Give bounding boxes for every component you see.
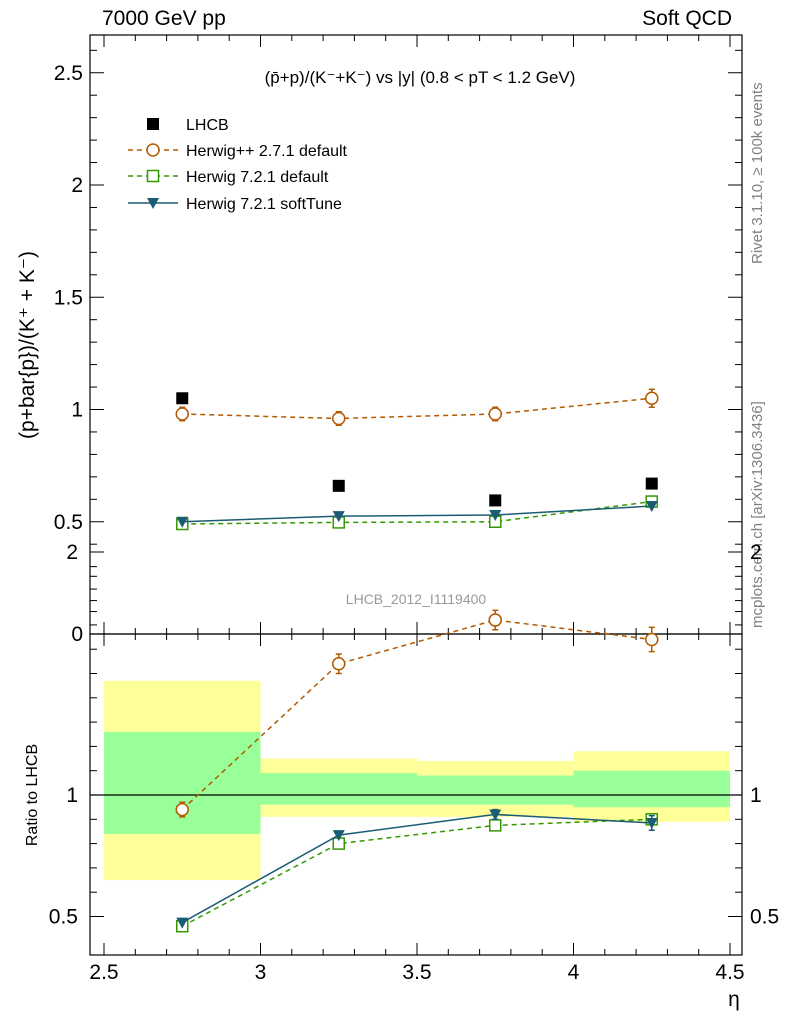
herwigpp-271-main-point [332, 411, 346, 426]
x-tick-label: 4.5 [715, 961, 744, 984]
y-tick-label: 2 [71, 174, 83, 197]
header-left: 7000 GeV pp [102, 7, 226, 30]
header-right: Soft QCD [642, 7, 732, 30]
herwig-721-softtune-main-point [176, 516, 189, 528]
lhcb-data-point [645, 477, 658, 490]
legend-herwigpp-271-marker [146, 143, 160, 157]
herwig-721-default-ratio-line [181, 818, 652, 927]
uncertainty-band-inner [573, 770, 730, 808]
herwigpp-271-ratio-point [488, 613, 502, 627]
herwigpp-271-ratio-point [175, 802, 189, 817]
lhcb-data-point [489, 494, 502, 507]
legend-herwig-721-default-marker [146, 169, 160, 183]
x-tick-label: 3.5 [402, 961, 431, 984]
y-tick-label: 0.5 [49, 906, 78, 929]
y-tick-label: 0 [71, 623, 83, 646]
x-tick-label: 2.5 [89, 961, 118, 984]
x-tick-label: 3 [255, 961, 267, 984]
herwig-721-softtune-main-point [489, 510, 502, 522]
y-tick-label-right: 2 [750, 541, 762, 564]
y-tick-label-right: 0.5 [750, 906, 779, 929]
herwigpp-271-main-point [488, 407, 502, 421]
y-axis-label-ratio: Ratio to LHCB [24, 744, 41, 846]
analysis-id-label: LHCB_2012_I1119400 [346, 591, 487, 607]
herwig-721-softtune-ratio-point [645, 817, 658, 829]
herwig-721-softtune-ratio-line [181, 813, 652, 924]
herwig-721-softtune-main-point [645, 501, 658, 513]
legend-herwig-721-softtune-marker [147, 198, 159, 209]
y-tick-label: 0.5 [54, 511, 83, 534]
herwigpp-271-main-line [182, 397, 652, 420]
herwig-721-default-main-line [182, 500, 652, 525]
lhcb-data-point [176, 392, 189, 405]
x-axis-label: η [728, 988, 740, 1011]
herwig-721-softtune-ratio-point [332, 830, 345, 842]
herwig-721-softtune-main-point [332, 511, 345, 523]
herwigpp-271-ratio-point [645, 632, 659, 647]
uncertainty-band-inner [260, 773, 417, 805]
y-tick-label-right: 1 [750, 784, 762, 807]
y-tick-label: 2 [66, 541, 78, 564]
chart-title: (p̄+p)/(K⁻+K⁻) vs |y| (0.8 < pT < 1.2 Ge… [265, 68, 576, 87]
herwigpp-271-main-point [175, 407, 189, 421]
x-tick-label: 4 [568, 961, 580, 984]
y-tick-label: 1.5 [54, 286, 83, 309]
y-tick-label: 2.5 [54, 62, 83, 85]
uncertainty-band-inner [417, 775, 574, 805]
herwig-721-softtune-ratio-point [176, 917, 189, 929]
legend-label: LHCB [186, 117, 229, 134]
herwig-721-softtune-main-line [182, 505, 652, 523]
herwigpp-271-ratio-point [332, 657, 346, 671]
legend-label: Herwig 7.2.1 default [186, 169, 329, 186]
y-tick-label: 1 [71, 399, 83, 422]
legend-label: Herwig++ 2.7.1 default [186, 143, 348, 160]
legend-lhcb-marker [147, 118, 159, 130]
y-tick-label: 1 [66, 784, 78, 807]
herwig-721-default-ratio-point [489, 819, 502, 832]
y-axis-label-main: (p+bar{p})/(K⁺ + K⁻) [16, 251, 39, 439]
lhcb-data-point [332, 479, 345, 492]
herwig-721-softtune-ratio-point [489, 809, 502, 821]
uncertainty-band-inner [104, 731, 261, 834]
legend-label: Herwig 7.2.1 softTune [186, 196, 342, 213]
herwigpp-271-main-point [645, 391, 659, 406]
